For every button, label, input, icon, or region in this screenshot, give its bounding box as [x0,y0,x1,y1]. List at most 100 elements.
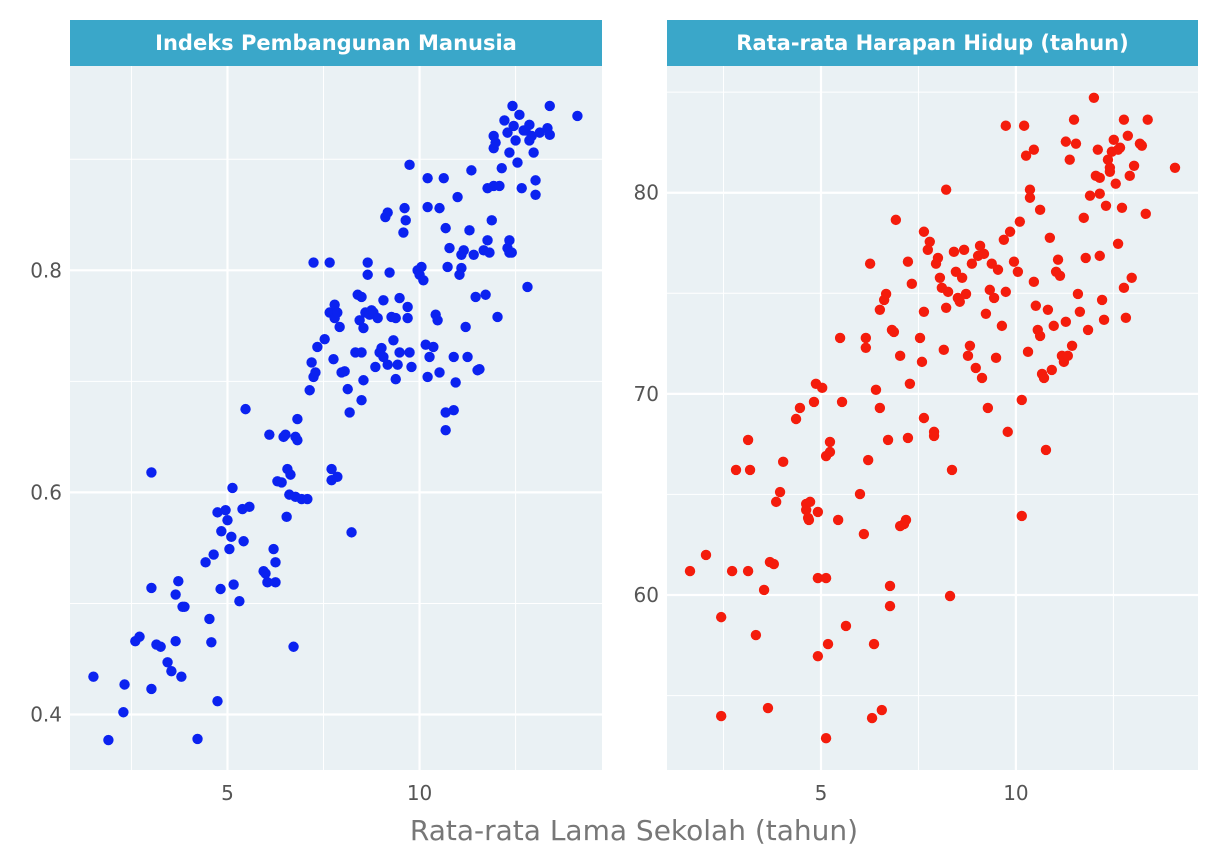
data-point [1104,162,1116,173]
data-point [458,245,469,256]
data-point [715,710,727,722]
data-point [460,321,471,333]
data-point [840,620,852,632]
data-point [1060,136,1072,147]
data-point [1028,276,1040,288]
data-point [324,257,335,268]
data-point [226,531,237,543]
data-point [510,135,521,146]
data-point [834,332,846,344]
data-point [155,641,166,652]
data-point [1116,202,1128,214]
data-point [382,359,393,370]
data-point [392,359,403,370]
data-point [990,352,1002,364]
data-point [1084,190,1096,201]
data-point [1020,150,1032,161]
data-point [1034,330,1046,342]
data-point [440,407,451,418]
data-point [270,577,281,588]
data-point [1046,364,1057,376]
data-point [572,110,583,122]
data-point [902,432,914,444]
data-point [440,222,451,234]
data-point [1136,140,1148,151]
data-point [946,464,958,476]
data-point [1034,204,1046,216]
data-point [173,576,184,587]
data-point [978,248,990,260]
data-point [922,244,934,256]
data-point [964,340,976,351]
data-point [470,291,481,303]
data-point [528,147,539,158]
data-point [1014,216,1026,227]
data-point [514,109,525,121]
data-point [468,249,479,260]
data-point [824,446,836,458]
data-point [958,244,970,256]
data-point [890,214,902,226]
data-point [804,496,816,508]
x-tick-label: 10 [1003,781,1028,805]
facet-strip-ipm: Indeks Pembangunan Manusia [70,20,602,66]
data-point [480,289,491,300]
data-point [1074,306,1086,317]
data-point [956,272,968,284]
data-point [200,557,211,568]
y-tick-label: 0.8 [30,258,62,282]
data-point [506,247,517,258]
data-point [1018,120,1030,131]
panel-background [70,66,602,770]
data-point [1068,114,1080,125]
data-point [1024,184,1036,195]
data-point [1016,394,1027,406]
data-point [1004,226,1016,237]
data-point [894,350,906,362]
data-point [700,549,712,561]
data-point [1042,304,1054,315]
data-point [1016,510,1027,522]
data-point [220,504,231,516]
data-point [378,295,389,306]
data-point [777,456,789,468]
data-point [962,350,974,362]
data-point [832,514,844,526]
data-point [1140,208,1151,220]
data-point [312,341,323,353]
data-point [482,182,493,194]
data-point [526,130,537,142]
data-point [404,159,415,171]
data-point [715,611,727,623]
data-point [824,436,836,448]
data-point [858,528,870,540]
data-point [378,351,389,363]
data-point [215,583,226,595]
data-point [344,407,355,418]
data-point [812,572,824,584]
data-point [302,493,313,505]
data-point [996,320,1008,332]
data-point [876,704,888,716]
data-point [308,257,319,268]
y-tick-label: 70 [634,382,659,406]
data-point [1108,134,1119,146]
data-point [1092,144,1104,155]
data-point [240,403,251,415]
data-point [399,202,410,214]
data-point [1066,340,1078,351]
data-point [998,234,1010,245]
facet-title-life-expectancy: Rata-rata Harapan Hidup (tahun) [736,31,1129,55]
data-point [522,281,533,293]
x-tick-label: 5 [815,781,828,805]
data-point [103,734,114,746]
data-point [444,242,455,254]
data-point [448,405,459,416]
data-point [516,182,527,194]
data-point [398,227,409,238]
data-point [742,565,754,577]
data-point [424,351,435,363]
data-point [868,638,880,650]
data-point [744,464,756,476]
data-point [306,357,317,368]
